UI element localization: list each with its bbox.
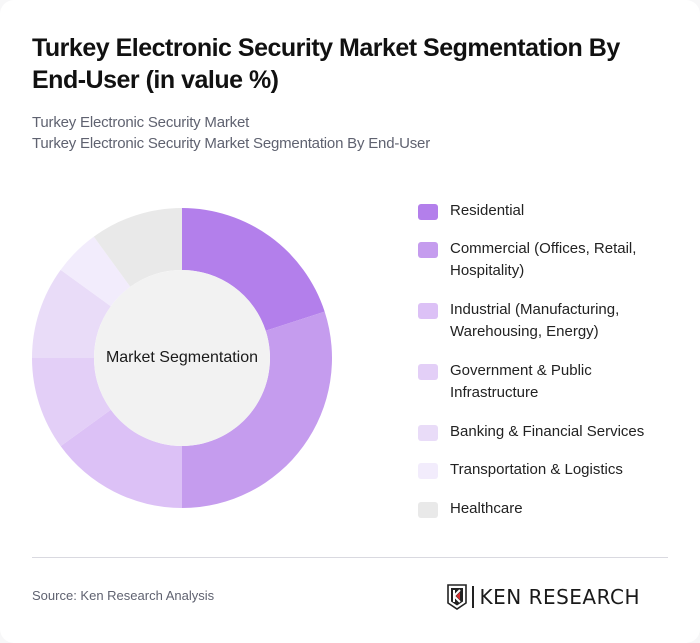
legend-swatch bbox=[418, 364, 438, 380]
legend-swatch bbox=[418, 425, 438, 441]
legend-label-cont: Infrastructure bbox=[450, 384, 539, 401]
logo-wordmark: KEN RESEARCH bbox=[479, 585, 641, 609]
legend-label-cont: Warehousing, Energy) bbox=[450, 323, 599, 340]
donut-segment bbox=[182, 208, 325, 331]
legend-label: Residential bbox=[450, 202, 525, 219]
legend-swatch bbox=[418, 303, 438, 319]
footer-divider bbox=[32, 557, 668, 558]
donut-segment bbox=[32, 269, 111, 358]
subtitle-segmentation: Turkey Electronic Security Market Segmen… bbox=[32, 135, 430, 152]
legend-item: Transportation & Logistics bbox=[418, 459, 623, 481]
legend-item: Banking & Financial Services bbox=[418, 421, 644, 443]
donut-segment bbox=[182, 311, 332, 508]
legend-label: Banking & Financial Services bbox=[450, 423, 645, 440]
donut-segment bbox=[32, 358, 111, 447]
donut-svg bbox=[32, 208, 332, 508]
legend-swatch bbox=[418, 502, 438, 518]
legend-swatch bbox=[418, 204, 438, 220]
donut-segment bbox=[60, 409, 182, 508]
legend-swatch bbox=[418, 242, 438, 258]
legend-item: Residential bbox=[418, 200, 524, 222]
legend-label: Industrial (Manufacturing, bbox=[450, 301, 620, 318]
legend-item: Industrial (Manufacturing, Warehousing, E… bbox=[418, 299, 619, 343]
subtitle-market: Turkey Electronic Security Market bbox=[32, 114, 250, 131]
legend-label: Transportation & Logistics bbox=[450, 461, 623, 478]
source-note: Source: Ken Research Analysis bbox=[32, 588, 215, 603]
legend-swatch bbox=[418, 463, 438, 479]
legend-label: Government & Public bbox=[450, 362, 592, 379]
chart-title: Turkey Electronic Security Market Segmen… bbox=[32, 34, 620, 94]
donut-segment bbox=[93, 208, 182, 287]
ken-research-logo: KEN RESEARCH bbox=[447, 583, 640, 611]
legend-label: Healthcare bbox=[450, 500, 523, 517]
legend-label: Commercial (Offices, Retail, bbox=[450, 240, 637, 257]
logo-separator bbox=[472, 586, 474, 608]
legend-item: Commercial (Offices, Retail, Hospitality) bbox=[418, 238, 636, 282]
donut-segment bbox=[60, 236, 131, 307]
legend-item: Government & Public Infrastructure bbox=[418, 360, 592, 404]
donut-hole bbox=[94, 270, 270, 446]
chart-subtitle: Turkey Electronic Security Market Turkey… bbox=[32, 112, 672, 154]
ken-research-shield-icon bbox=[447, 584, 467, 610]
donut-chart: Market Segmentation bbox=[32, 208, 332, 508]
legend-label-cont: Hospitality) bbox=[450, 262, 525, 279]
legend-item: Healthcare bbox=[418, 498, 523, 520]
